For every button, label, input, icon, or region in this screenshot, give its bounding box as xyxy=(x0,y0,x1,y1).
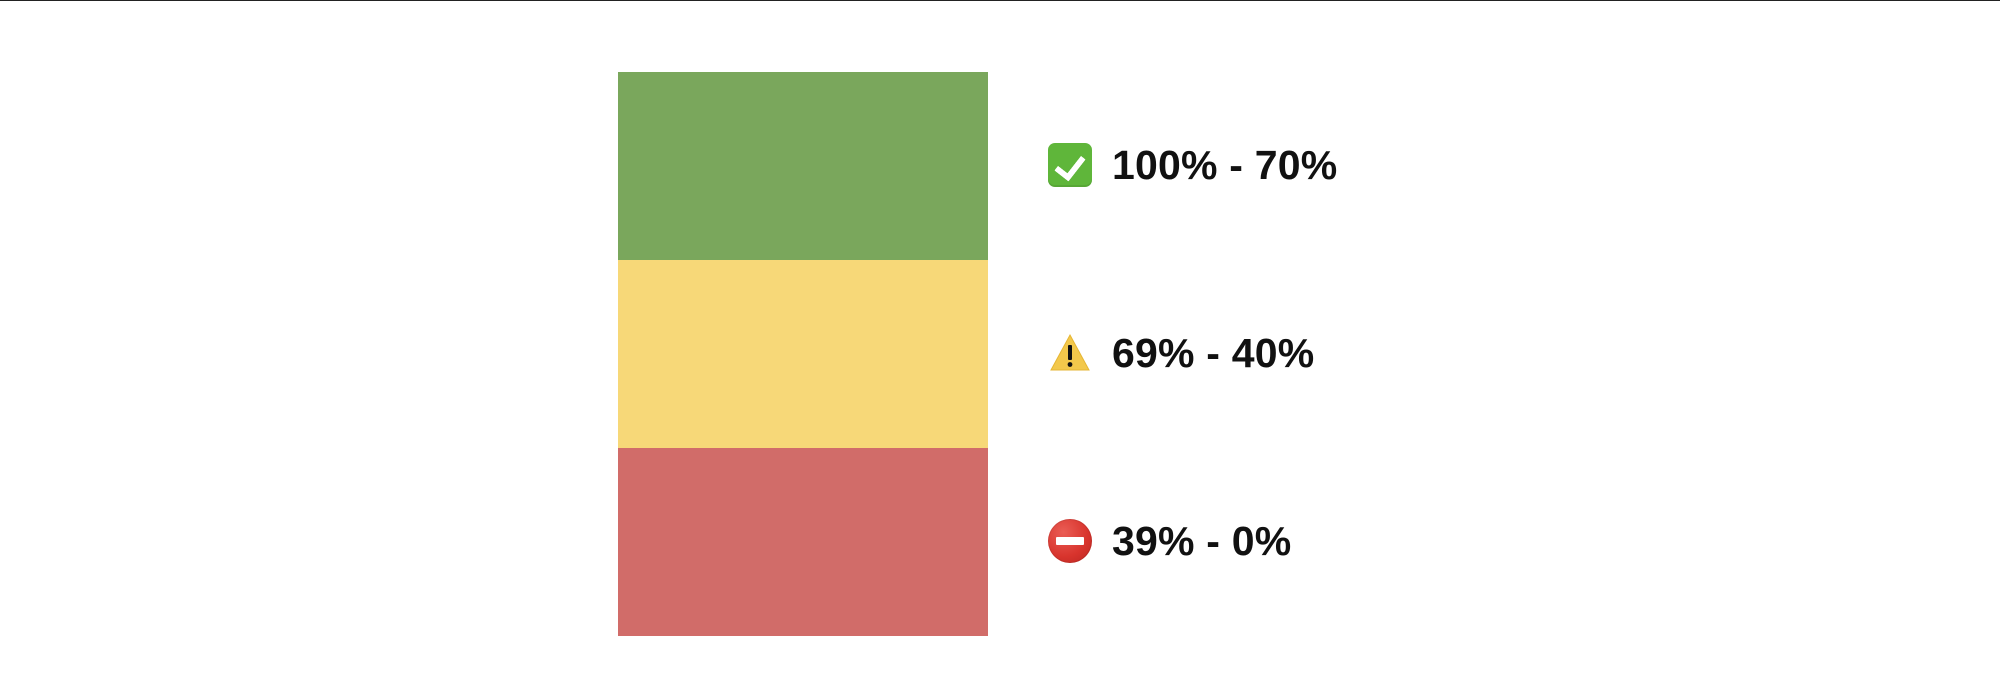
legend-item-high: 100% - 70% xyxy=(1048,140,1337,190)
check-icon xyxy=(1048,143,1092,187)
warning-icon xyxy=(1048,331,1092,375)
top-divider xyxy=(0,0,2000,1)
high-range-label: 100% - 70% xyxy=(1112,141,1338,188)
legend-item-low: 39% - 0% xyxy=(1048,516,1291,566)
no-entry-icon xyxy=(1048,519,1092,563)
medium-range-band xyxy=(618,260,988,448)
medium-range-label: 69% - 40% xyxy=(1112,329,1315,376)
high-range-band xyxy=(618,72,988,260)
low-range-band xyxy=(618,448,988,636)
legend-item-medium: 69% - 40% xyxy=(1048,328,1314,378)
color-scale-bar xyxy=(618,72,988,636)
low-range-label: 39% - 0% xyxy=(1112,517,1292,564)
